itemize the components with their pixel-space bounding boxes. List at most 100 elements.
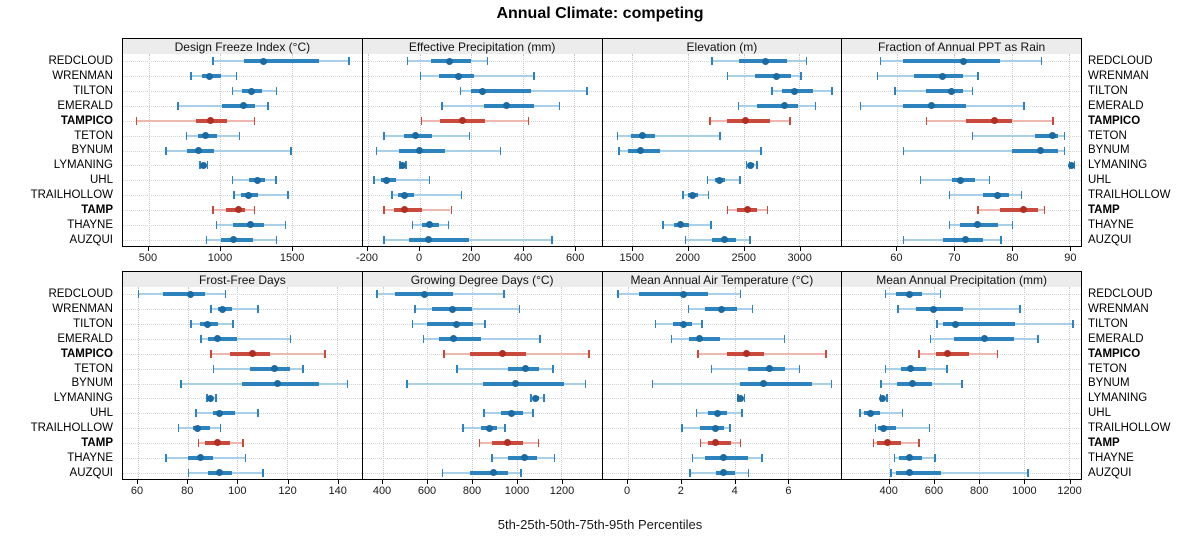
median-dot [981,335,989,343]
station-label: TILTON [1088,85,1128,98]
whisker-cap [745,161,748,170]
whisker-cap [894,87,896,96]
whisker-cap [210,349,212,358]
x-axis-tick [631,247,633,251]
gridline-horizontal [362,165,602,167]
whisker-cap [701,320,703,329]
station-label: THAYNE [1088,218,1134,231]
whisker-cap [537,438,540,447]
whisker-cap [925,116,928,125]
station-labels-right: REDCLOUD WRENMAN TILTON EMERALD TAMPICO TETON… [1082,287,1200,480]
range-5-95 [419,75,534,78]
station-label: TAMP [81,436,113,449]
whisker-cap [756,161,758,170]
x-axis-tick [680,480,682,484]
whisker-cap [760,146,762,155]
panel-strip: Frost-Free Days [122,271,363,288]
whisker-cap [939,290,942,299]
whisker-cap [874,424,877,433]
whisker-cap [902,235,905,244]
station-label: WRENMAN [1088,303,1149,316]
whisker-cap [697,349,699,358]
median-dot [400,206,408,214]
median-dot [218,305,226,313]
median-dot [246,221,254,229]
whisker-cap [267,101,269,110]
station-label: BYNUM [1088,144,1130,157]
range-5-95 [890,471,1028,474]
median-dot [214,335,221,343]
whisker-cap [383,205,385,214]
gridline-horizontal [842,428,1081,430]
whisker-cap [929,334,932,343]
x-axis-tick [471,247,473,251]
station-label: THAYNE [1088,451,1134,464]
whisker-cap [419,72,422,81]
x-axis: 1500 2000 2500 3000 [602,247,843,267]
whisker-cap [948,220,951,229]
x-axis-tick [382,480,383,484]
whisker-cap [1052,116,1054,125]
whisker-cap [687,305,690,314]
station-label: UHL [1088,174,1112,187]
whisker-cap [324,349,326,358]
x-axis-tick [562,480,563,484]
gridline-horizontal [362,413,602,415]
median-dot [512,380,520,387]
whisker-cap [830,379,833,388]
whisker-cap [383,131,385,140]
x-axis-tick-label: 70 [948,252,961,264]
whisker-cap [761,453,763,462]
median-dot [248,87,256,95]
panel-strip-title: Design Freeze Index (°C) [174,39,311,54]
whisker-cap [879,57,882,66]
panel-plot [841,287,1082,480]
median-dot [398,161,406,169]
station-label: AUZQUI [69,233,113,246]
whisker-cap [553,453,556,462]
whisker-cap [551,235,553,244]
x-axis-tick-label: 2 [677,485,684,497]
gridline-horizontal [842,294,1081,296]
gridline-horizontal [362,209,602,211]
x-axis-tick-label: 500 [138,252,158,264]
whisker-cap [450,205,452,214]
panel-plot [361,287,603,480]
gridline-vertical [522,54,524,246]
station-label: TRAILHOLLOW [1088,189,1171,202]
whisker-cap [684,235,687,244]
x-axis-tick [137,480,139,484]
x-axis-tick-label: 800 [462,485,482,497]
median-dot [773,72,781,80]
whisker-cap [1011,220,1014,229]
gridline-horizontal [123,324,362,326]
range-5-95 [165,149,291,152]
panel-strip-title: Growing Degree Days (°C) [410,272,554,287]
whisker-cap [719,131,721,140]
whisker-cap [215,394,217,403]
x-axis: 60 70 80 90 [841,247,1082,267]
panel-strip-title: Mean Annual Precipitation (mm) [876,272,1047,287]
whisker-cap [527,116,530,125]
range-25-75 [739,381,812,386]
median-dot [216,469,224,477]
whisker-cap [971,87,974,96]
whisker-cap [711,57,713,66]
x-axis-tick-label: 1000 [207,252,233,264]
range-5-95 [859,412,902,415]
gridline-horizontal [602,105,842,107]
range-5-95 [670,337,784,340]
gridline-horizontal [842,398,1081,400]
median-dot [688,191,696,199]
x-axis-tick [147,247,149,251]
x-axis-tick [687,247,689,251]
whisker-cap [197,438,200,447]
whisker-cap [901,409,904,418]
whisker-cap [1037,334,1039,343]
median-dot [929,305,937,313]
range-25-75 [221,103,256,108]
x-axis: 400 600 800 1000 1200 [841,480,1082,500]
panel-strip-title: Mean Annual Air Temperature (°C) [630,272,814,287]
whisker-cap [977,72,979,81]
whisker-cap [831,87,833,96]
